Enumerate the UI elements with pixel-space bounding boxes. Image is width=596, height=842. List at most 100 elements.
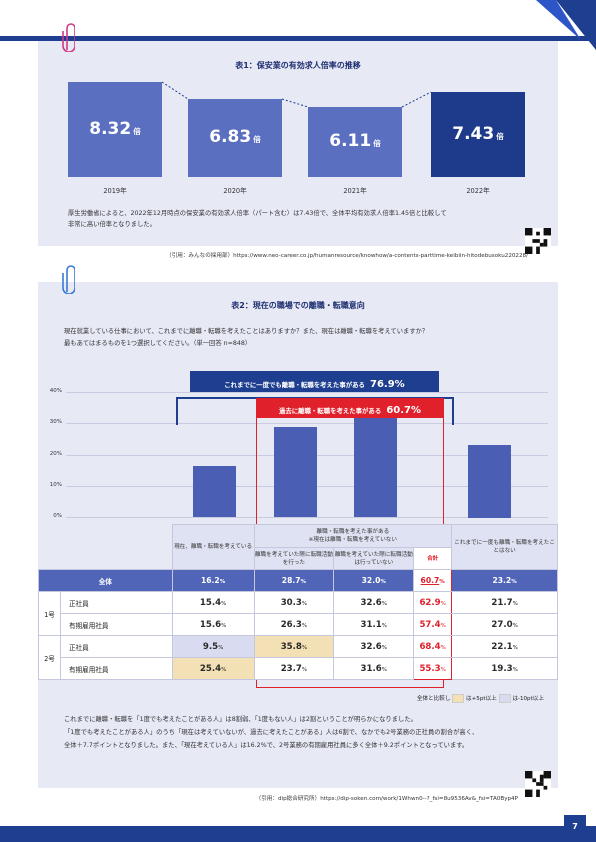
- summary-line1: これまでに離職・転職を「1度でも考えたことがある人」は8割弱、「1度もない人」は…: [64, 716, 417, 723]
- table-cell: 15.4%: [171, 591, 255, 614]
- cell-unit: %: [380, 579, 386, 585]
- qr-code-icon[interactable]: [525, 228, 551, 254]
- chart1-year-0: 2019年: [103, 187, 127, 195]
- chart1-citation[interactable]: （引用：みんなの採用部）https://www.neo-career.co.jp…: [166, 253, 528, 259]
- cell-value: 62.9: [419, 597, 441, 608]
- chart1-connector-1: [281, 98, 309, 108]
- summary-line2: 「1度でも考えたことがある人」のうち「現在は考えていないが、過去に考えたことがあ…: [64, 729, 479, 736]
- header-col5: これまでに一度も離職・転職を考えたことはない: [451, 524, 558, 570]
- cell-unit: %: [381, 622, 387, 629]
- table-cell: 60.7%: [413, 569, 453, 592]
- header-col1: 現在、離職・転職を考えている: [171, 524, 255, 570]
- table-row: 全体 16.2% 28.7% 32.0% 60.7% 23.2%: [38, 569, 558, 592]
- cell-value: 32.6: [360, 641, 382, 652]
- table-cell: 28.7%: [253, 569, 335, 592]
- cell-unit: %: [218, 644, 224, 651]
- chart2-bar-0: [193, 466, 236, 517]
- results-table: 現在、離職・転職を考えている 離職・転職を考えた事がある ※現在は離職・転職を考…: [38, 524, 558, 680]
- cell-unit: %: [440, 622, 446, 629]
- chart2-bar-2: [354, 417, 397, 517]
- cell-unit: %: [439, 579, 445, 585]
- legend-blue-swatch: [498, 694, 511, 703]
- cell-value: 16.2: [200, 576, 220, 585]
- cell-unit: %: [511, 579, 517, 585]
- qr-code-icon-2[interactable]: [525, 771, 551, 797]
- row-label: 正社員: [59, 591, 173, 614]
- table-cell: 31.1%: [333, 613, 415, 636]
- header-bar: [0, 36, 596, 41]
- chart2-ytick-4: 40%: [49, 388, 62, 394]
- table-cell: 30.3%: [253, 591, 335, 614]
- table-cell: 21.7%: [451, 591, 558, 614]
- chart2-gridline-0: [66, 517, 548, 518]
- chart1-title: 表1：保安業の有効求人倍率の推移: [235, 61, 361, 70]
- cell-value: 15.4: [199, 597, 222, 608]
- cell-value: 27.0: [491, 619, 513, 630]
- table-legend: 全体と比較し は+5pt以上 は-10pt以上: [417, 694, 544, 703]
- chart1-year-2: 2021年: [343, 187, 367, 195]
- callout-inner-value: 60.7%: [386, 405, 422, 416]
- cell-value: 30.3: [280, 597, 302, 608]
- chart1-area: 8.32 倍 2019年 6.83 倍 2020年 6.11 倍 2021年 7.43 倍 2022年: [38, 41, 558, 246]
- cell-unit: %: [512, 600, 518, 607]
- cell-value: 23.2: [492, 576, 512, 585]
- chart1-note-line2: 非常に高い倍率となりました。: [68, 221, 156, 228]
- table-corner: [39, 525, 173, 570]
- chart2-panel: 表2：現在の職場での離職・転職意向 現在就業している仕事において、これまでに離職…: [38, 282, 558, 788]
- chart1-bar-label-0: 8.32 倍: [89, 119, 141, 139]
- legend-yellow-swatch: [452, 694, 465, 703]
- cell-unit: %: [301, 666, 308, 673]
- cell-unit: %: [381, 644, 387, 651]
- table-cell: 22.1%: [451, 635, 558, 658]
- table-cell: 32.6%: [333, 635, 415, 658]
- callout-outer-bracket-right: [452, 397, 454, 425]
- corner-decoration: [536, 0, 596, 50]
- chart1-note-line1: 厚生労働省によると、2022年12月時点の保安業の有効求人倍率（パート含む）は7…: [68, 210, 447, 217]
- table-cell: 27.0%: [451, 613, 558, 636]
- header-group-line2: ※現在は離職・転職を考えていない: [308, 537, 397, 543]
- cell-value: 19.3: [491, 663, 513, 674]
- table-row: 有期雇用社員 15.6% 26.3% 31.1% 57.4% 27.0%: [39, 613, 558, 636]
- page-number: 7: [564, 815, 586, 839]
- cell-value: 32.6: [360, 597, 382, 608]
- cell-unit: %: [221, 622, 227, 629]
- cell-value: 25.4: [199, 663, 222, 674]
- chart2-gridline-3: [66, 423, 548, 424]
- chart2-ytick-2: 20%: [49, 451, 62, 457]
- cell-unit: %: [300, 579, 307, 585]
- row-label: 全体: [38, 569, 173, 592]
- header-group-line1: 離職・転職を考えた事がある: [316, 529, 390, 535]
- cell-value: 15.6: [199, 619, 222, 630]
- question-line1: 現在就業している仕事において、これまでに離職・転職を考えたことはありますか？また…: [64, 328, 429, 335]
- table-row: 有期雇用社員 25.4% 23.7% 31.6% 55.3% 19.3%: [39, 657, 558, 680]
- chart1-panel: 表1：保安業の有効求人倍率の推移 8.32 倍 2019年 6.83 倍 2020年 6.1…: [38, 41, 558, 246]
- table-cell: 68.4%: [413, 635, 453, 658]
- legend-prefix: 全体と比較し: [416, 696, 451, 702]
- cell-unit: %: [381, 666, 387, 673]
- table-cell: 19.3%: [451, 657, 558, 680]
- chart1-bar-label-1: 6.83 倍: [209, 127, 261, 147]
- row-label: 正社員: [59, 635, 173, 658]
- chart2-bar-1: [274, 427, 317, 517]
- cell-value: 22.1: [491, 641, 513, 652]
- footer-bar: [0, 826, 596, 842]
- cell-value: 9.5: [202, 641, 219, 652]
- cell-value: 23.7: [280, 663, 302, 674]
- cell-unit: %: [440, 666, 446, 673]
- table-cell: 57.4%: [413, 613, 453, 636]
- cell-unit: %: [301, 622, 308, 629]
- chart1-bar-label-2: 6.11 倍: [329, 131, 381, 151]
- callout-inner-text: 過去に離職・転職を考えた事がある: [278, 407, 382, 415]
- chart1-year-3: 2022年: [466, 187, 490, 195]
- chart1-bar-1: 6.83 倍: [188, 99, 282, 177]
- chart1-bar-label-3: 7.43 倍: [452, 124, 504, 144]
- chart2-citation[interactable]: （引用：dip総合研究所）https://dip-soken.com/work/…: [255, 796, 518, 802]
- table-cell: 23.7%: [253, 657, 335, 680]
- cell-unit: %: [221, 600, 227, 607]
- paperclip-icon-2: [62, 265, 75, 294]
- cell-unit: %: [512, 644, 518, 651]
- row-label: 有期雇用社員: [59, 657, 173, 680]
- table-body: 全体 16.2% 28.7% 32.0% 60.7% 23.2% 1号 正社員 15.4% 30.…: [38, 569, 558, 680]
- table-cell: 23.2%: [451, 569, 558, 592]
- summary-line3: 全体＋7.7ポイントとなりました。また、「現在考えている人」は16.2%で、2号…: [64, 742, 469, 749]
